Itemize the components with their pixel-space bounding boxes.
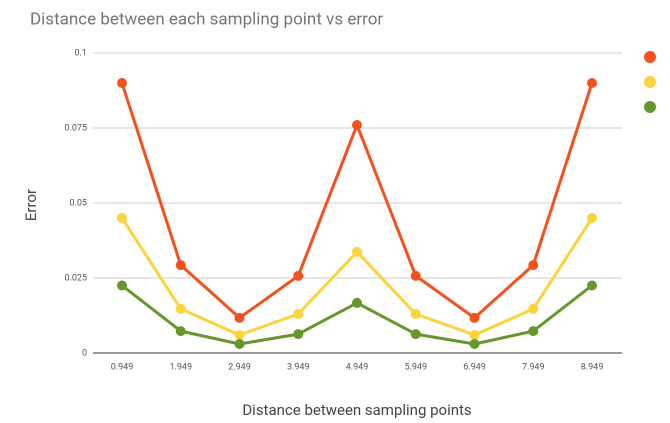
data-point xyxy=(234,339,245,349)
data-point xyxy=(528,260,539,271)
data-point xyxy=(587,213,597,223)
data-point xyxy=(469,339,480,349)
x-axis-label: Distance between sampling points xyxy=(242,401,471,419)
x-tick-label: 3.949 xyxy=(287,362,310,372)
data-point xyxy=(587,78,597,88)
y-tick-label: 0.1 xyxy=(75,48,88,58)
data-point xyxy=(117,213,127,223)
y-tick-label: 0 xyxy=(82,348,87,358)
x-tick-label: 8.949 xyxy=(581,362,604,372)
data-point xyxy=(293,270,304,281)
x-tick-label: 0.949 xyxy=(111,362,134,372)
data-point xyxy=(117,280,127,291)
data-point xyxy=(528,303,539,314)
x-tick-label: 7.949 xyxy=(522,362,545,372)
data-point xyxy=(352,120,362,130)
x-tick-label: 4.949 xyxy=(346,362,369,372)
data-point xyxy=(469,312,480,323)
data-point xyxy=(352,297,362,308)
data-point xyxy=(293,309,304,319)
x-tick-label: 5.949 xyxy=(404,362,427,372)
data-point xyxy=(175,326,186,337)
legend-marker xyxy=(644,76,656,88)
data-point xyxy=(175,303,186,314)
data-point xyxy=(528,326,539,337)
x-tick-label: 2.949 xyxy=(228,362,251,372)
y-tick-label: 0.05 xyxy=(69,198,87,208)
data-point xyxy=(293,329,304,340)
y-tick-label: 0.075 xyxy=(64,123,87,133)
data-point xyxy=(352,246,362,257)
data-point xyxy=(234,330,245,340)
data-point xyxy=(469,330,480,340)
y-axis-label: Error xyxy=(22,189,40,221)
data-point xyxy=(117,78,127,88)
data-point xyxy=(587,280,597,291)
data-point xyxy=(175,260,186,271)
data-point xyxy=(410,270,421,281)
chart-title: Distance between each sampling point vs … xyxy=(30,9,383,29)
data-point xyxy=(410,329,421,340)
data-point xyxy=(410,309,421,319)
series-line xyxy=(120,82,594,320)
x-tick-label: 6.949 xyxy=(463,362,486,372)
y-tick-label: 0.025 xyxy=(64,273,87,283)
legend-marker xyxy=(644,51,656,63)
x-tick-label: 1.949 xyxy=(169,362,192,372)
legend-marker xyxy=(644,101,656,113)
data-point xyxy=(234,312,245,323)
